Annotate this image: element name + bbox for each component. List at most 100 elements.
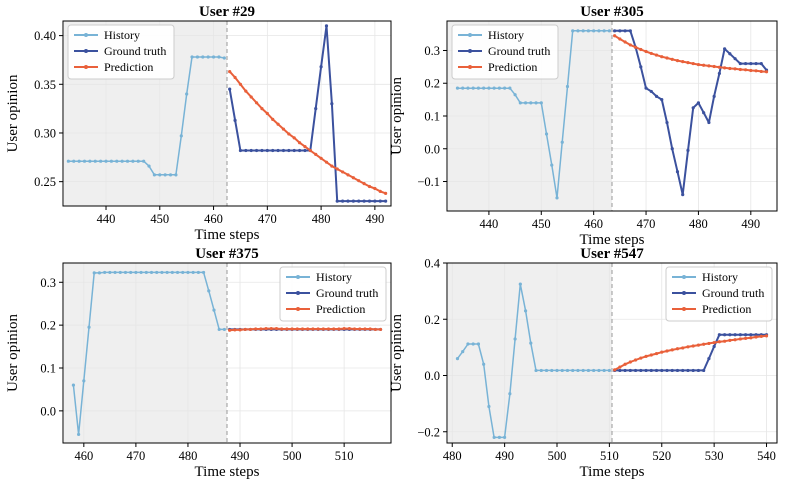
data-point-ground-truth — [228, 87, 232, 91]
data-point-prediction — [686, 61, 690, 65]
chart-panel-3: 460 470 480 490 500 510 0.0 0.1 0.2 0.3 User #375 T… — [5, 246, 392, 480]
data-point-prediction — [712, 64, 716, 69]
data-point-history — [115, 159, 119, 163]
data-point-prediction — [670, 348, 674, 352]
data-point-prediction — [702, 63, 706, 67]
data-point-prediction — [264, 326, 268, 331]
data-point-prediction — [316, 327, 320, 331]
data-point-prediction — [696, 343, 701, 347]
data-point-ground-truth — [660, 98, 664, 102]
data-point-history — [476, 342, 481, 346]
data-point-history — [211, 55, 216, 59]
x-tick-label: 440 — [97, 212, 116, 226]
data-point-ground-truth — [271, 148, 275, 153]
legend-label-history: History — [488, 28, 524, 42]
legend-marker-history — [682, 275, 686, 279]
data-point-prediction — [335, 167, 339, 171]
y-tick-label: 0.0 — [40, 404, 56, 418]
series-line-ground-truth — [228, 24, 386, 203]
data-point-ground-truth — [754, 333, 758, 337]
data-point-prediction — [378, 327, 383, 332]
data-point-prediction — [311, 327, 315, 331]
data-point-prediction — [696, 62, 701, 67]
data-point-prediction — [330, 164, 334, 168]
data-point-prediction — [347, 326, 351, 331]
data-point-history — [109, 159, 113, 163]
data-point-history — [534, 101, 538, 105]
data-point-ground-truth — [738, 61, 742, 66]
x-tick-label: 540 — [757, 449, 776, 463]
data-point-prediction — [384, 191, 388, 195]
data-point-prediction — [702, 342, 706, 346]
chart-panel-2: 440 450 460 470 480 490 −0.1 0.0 0.1 0.2 0.3 User #… — [389, 4, 778, 248]
data-point-history — [592, 29, 596, 33]
data-point-prediction — [649, 353, 653, 357]
data-point-prediction — [660, 55, 664, 59]
data-point-prediction — [660, 350, 664, 354]
y-tick-label: 0.3 — [424, 44, 440, 58]
data-point-prediction — [618, 37, 622, 41]
data-point-prediction — [281, 127, 286, 131]
data-point-ground-truth — [335, 199, 339, 203]
data-point-ground-truth — [384, 199, 388, 203]
data-point-history — [147, 164, 151, 168]
data-point-prediction — [341, 170, 345, 174]
data-point-prediction — [639, 47, 643, 52]
history-shade — [64, 263, 227, 443]
data-point-history — [571, 368, 575, 373]
data-point-ground-truth — [378, 199, 382, 203]
data-point-prediction — [254, 327, 258, 331]
data-point-history — [160, 270, 164, 275]
data-point-prediction — [358, 327, 362, 331]
data-point-history — [136, 159, 140, 163]
data-point-prediction — [280, 327, 284, 331]
data-point-ground-truth — [660, 368, 664, 373]
data-point-history — [586, 29, 591, 33]
data-point-ground-truth — [623, 368, 627, 373]
data-point-history — [560, 368, 564, 373]
data-point-ground-truth — [346, 199, 350, 203]
data-point-history — [523, 309, 528, 313]
data-point-ground-truth — [613, 29, 617, 33]
data-point-history — [152, 173, 157, 177]
data-point-history — [476, 86, 481, 90]
data-point-history — [513, 93, 517, 97]
data-point-ground-truth — [281, 148, 286, 153]
data-point-prediction — [681, 346, 685, 350]
x-tick-label: 440 — [480, 217, 499, 231]
data-point-history — [88, 159, 92, 163]
data-point-history — [508, 392, 512, 396]
data-point-prediction — [228, 328, 232, 332]
data-point-prediction — [368, 327, 372, 331]
data-point-history — [529, 341, 533, 345]
legend-label-prediction: Prediction — [104, 60, 153, 74]
data-point-history — [497, 435, 501, 439]
data-point-history — [179, 134, 183, 138]
data-point-history — [77, 159, 81, 163]
data-point-history — [555, 368, 559, 373]
legend-marker-history — [468, 33, 472, 37]
y-tick-label: 0.40 — [34, 29, 56, 43]
y-axis-label: User opinion — [5, 74, 21, 152]
y-tick-label: 0.30 — [34, 126, 56, 140]
x-tick-label: 490 — [741, 217, 760, 231]
data-point-history — [129, 270, 133, 275]
x-axis-label: Time steps — [195, 464, 260, 480]
x-axis-label: Time steps — [195, 227, 260, 243]
data-point-prediction — [633, 358, 638, 362]
data-point-ground-truth — [696, 101, 701, 105]
data-point-ground-truth — [665, 368, 669, 373]
data-point-prediction — [628, 43, 632, 47]
data-point-ground-truth — [675, 368, 680, 373]
data-point-history — [607, 29, 611, 33]
data-point-prediction — [717, 340, 721, 344]
data-point-history — [497, 86, 501, 90]
chart-panel-1: 440 450 460 470 480 490 0.25 0.30 0.35 0.40 User #… — [5, 4, 392, 243]
data-point-prediction — [764, 334, 769, 338]
data-point-ground-truth — [341, 199, 345, 203]
series-group — [71, 270, 383, 437]
data-point-ground-truth — [654, 368, 659, 373]
legend-box — [67, 24, 175, 80]
legend-label-history: History — [104, 28, 140, 42]
